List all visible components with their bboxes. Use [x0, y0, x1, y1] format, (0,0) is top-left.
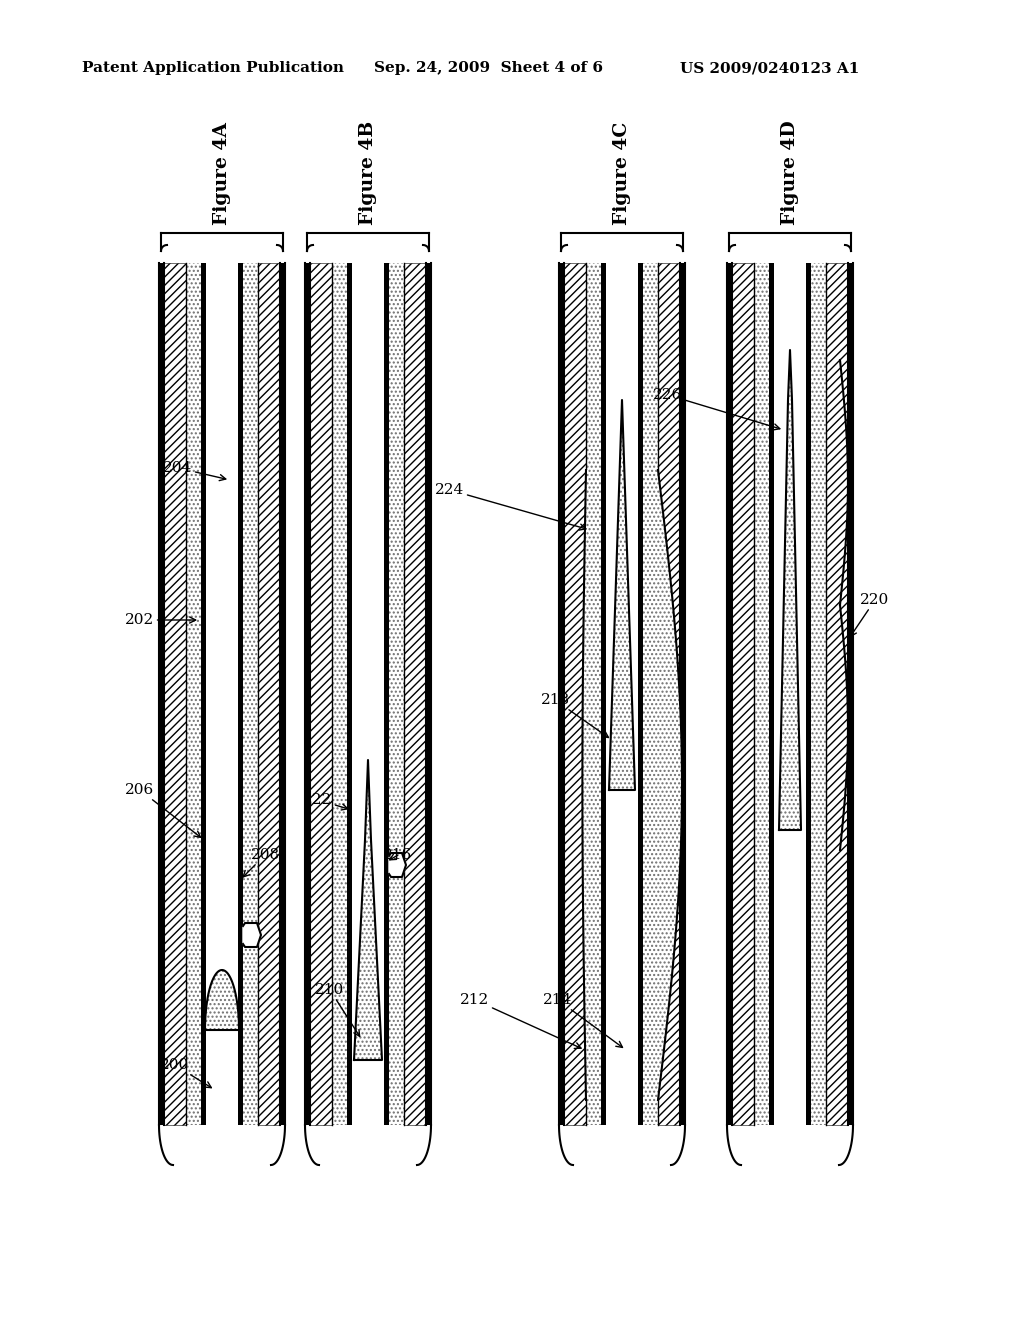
Bar — [280, 263, 285, 1125]
Text: 222: 222 — [303, 793, 348, 810]
Bar — [164, 263, 186, 1125]
Text: 226: 226 — [653, 388, 780, 430]
Text: Figure 4C: Figure 4C — [613, 121, 631, 224]
Bar — [332, 263, 404, 1125]
Bar — [238, 263, 243, 1125]
Text: 202: 202 — [125, 612, 196, 627]
Text: Figure 4B: Figure 4B — [359, 121, 377, 224]
Bar — [159, 263, 164, 1125]
Text: US 2009/0240123 A1: US 2009/0240123 A1 — [680, 61, 859, 75]
Bar — [352, 263, 384, 1125]
Bar — [384, 263, 389, 1125]
Text: 214: 214 — [544, 993, 623, 1048]
Bar — [186, 263, 258, 1125]
Polygon shape — [243, 923, 261, 946]
Bar — [601, 263, 606, 1125]
Bar — [206, 263, 238, 1125]
Bar — [806, 263, 811, 1125]
Bar — [601, 470, 606, 1100]
Bar — [606, 470, 638, 1100]
Polygon shape — [389, 853, 406, 876]
Polygon shape — [609, 400, 635, 789]
Bar — [586, 263, 658, 1125]
Text: Sep. 24, 2009  Sheet 4 of 6: Sep. 24, 2009 Sheet 4 of 6 — [374, 61, 603, 75]
Bar — [727, 263, 732, 1125]
Text: 210: 210 — [315, 983, 359, 1036]
Bar — [774, 263, 806, 1125]
Text: Figure 4A: Figure 4A — [213, 123, 231, 224]
Text: 206: 206 — [125, 783, 201, 837]
Bar — [201, 263, 206, 1125]
Text: 218: 218 — [541, 693, 608, 738]
Bar — [404, 263, 426, 1125]
Polygon shape — [354, 760, 382, 1060]
Bar — [559, 263, 564, 1125]
Bar — [426, 263, 431, 1125]
Bar — [754, 263, 826, 1125]
Bar — [732, 263, 754, 1125]
Bar — [658, 263, 680, 1125]
Bar — [769, 263, 774, 1125]
Bar — [606, 263, 638, 1125]
Bar — [564, 263, 586, 1125]
Polygon shape — [205, 970, 239, 1030]
Text: 200: 200 — [161, 1059, 211, 1088]
Text: 224: 224 — [435, 483, 586, 531]
Bar — [310, 263, 332, 1125]
Text: 212: 212 — [461, 993, 581, 1048]
Text: Figure 4D: Figure 4D — [781, 120, 799, 224]
Polygon shape — [583, 470, 682, 1100]
Bar — [258, 263, 280, 1125]
Bar — [638, 470, 643, 1100]
Text: Patent Application Publication: Patent Application Publication — [82, 61, 344, 75]
Bar — [638, 263, 643, 1125]
Bar — [347, 263, 352, 1125]
Bar — [848, 263, 853, 1125]
Bar — [680, 263, 685, 1125]
Text: 220: 220 — [850, 593, 890, 636]
Text: 204: 204 — [164, 461, 225, 480]
Text: 216: 216 — [383, 847, 413, 862]
Bar — [305, 263, 310, 1125]
Polygon shape — [779, 350, 801, 830]
Bar — [826, 263, 848, 1125]
Text: 208: 208 — [243, 847, 280, 876]
